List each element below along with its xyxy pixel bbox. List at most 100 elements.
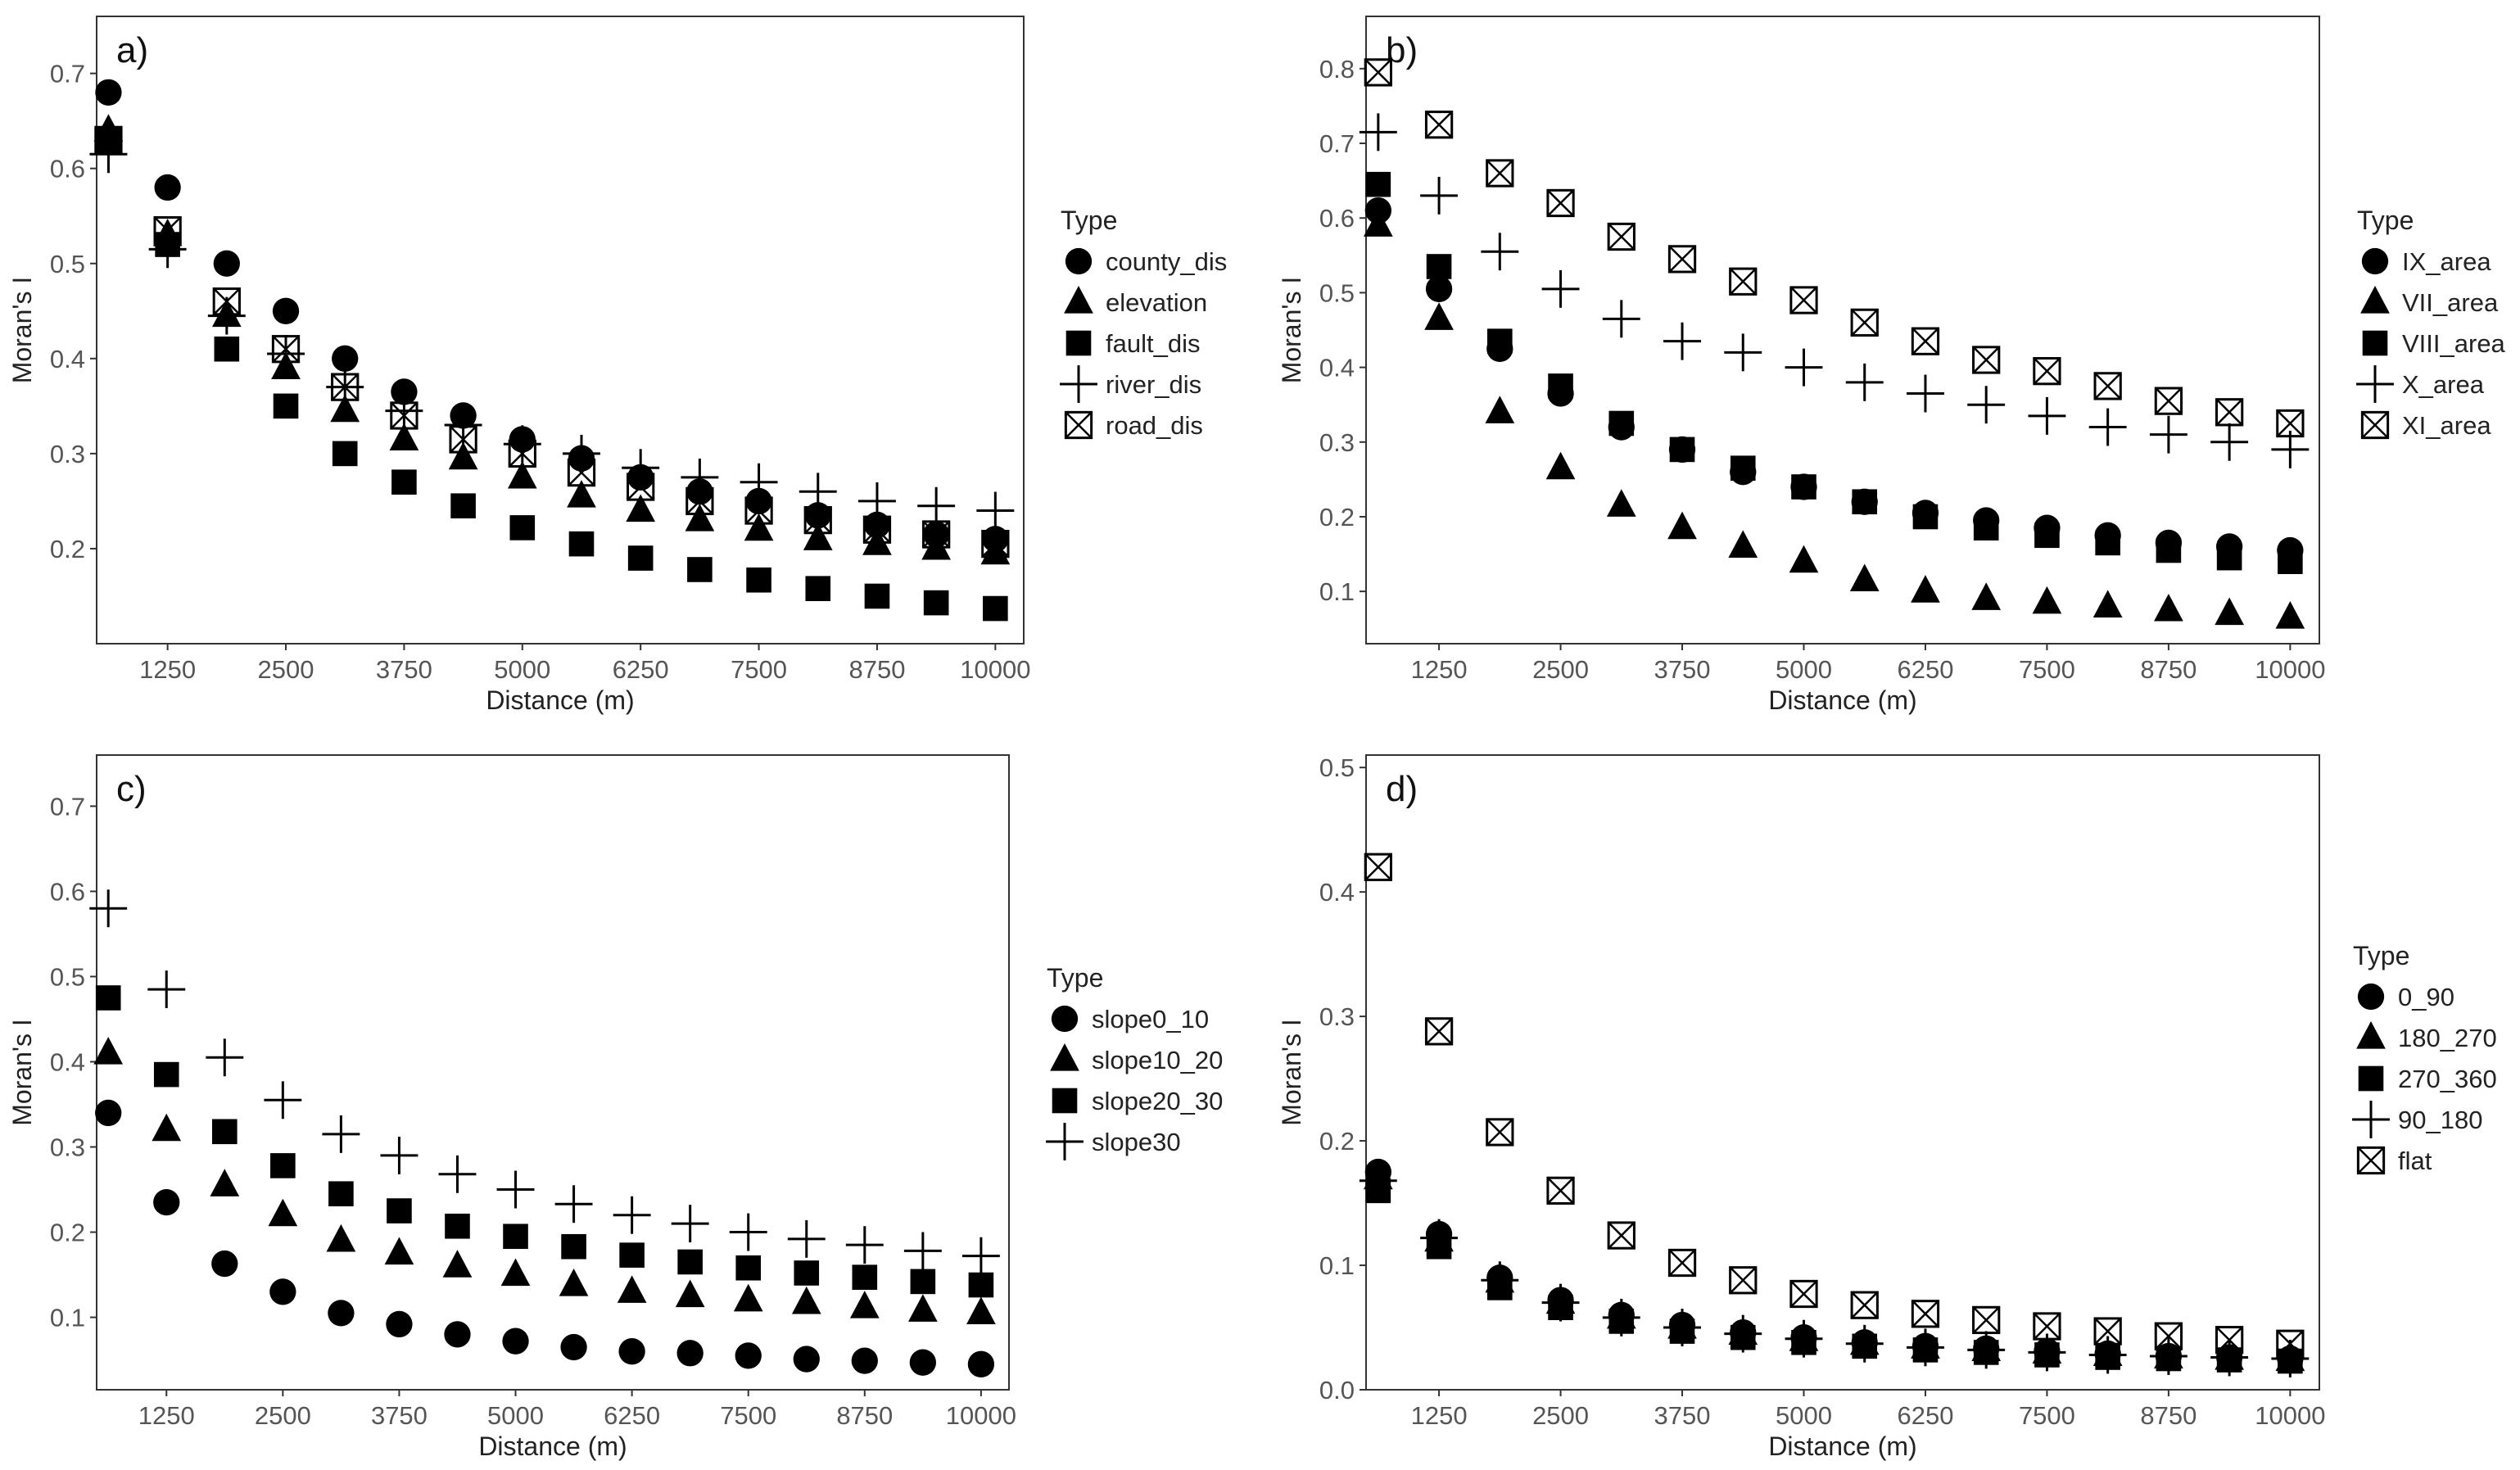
legend-title: Type	[2353, 941, 2409, 970]
data-point	[268, 1198, 298, 1227]
x-tick-label: 2500	[1532, 655, 1589, 684]
data-point	[1359, 1161, 1397, 1200]
data-point	[1845, 363, 1884, 401]
data-point	[2215, 1326, 2244, 1355]
data-point	[568, 531, 595, 557]
data-point	[328, 1181, 354, 1207]
data-point	[95, 1099, 122, 1127]
data-point	[507, 460, 537, 489]
y-tick-label: 0.0	[1319, 1376, 1355, 1404]
data-point	[1426, 254, 1452, 279]
data-point	[214, 336, 240, 362]
y-tick-label: 0.1	[1319, 577, 1355, 606]
data-point	[93, 1037, 124, 1065]
x-tick-label: 2500	[255, 1401, 311, 1430]
data-point	[804, 502, 831, 529]
data-point	[983, 595, 1008, 622]
data-point	[2093, 372, 2122, 400]
data-point	[210, 1169, 240, 1196]
series-90_180	[1359, 1161, 2310, 1377]
y-tick-label: 0.3	[1319, 428, 1355, 457]
legend-label: flat	[2398, 1147, 2432, 1175]
data-point	[793, 1346, 820, 1373]
data-point	[211, 1250, 238, 1278]
data-point	[148, 230, 187, 269]
data-point	[2276, 1329, 2305, 1358]
data-point	[1850, 308, 1879, 337]
y-tick-label: 0.7	[50, 792, 85, 821]
data-point	[627, 473, 655, 501]
legend-key	[2357, 983, 2385, 1011]
data-point	[563, 434, 600, 473]
data-point	[735, 1255, 762, 1281]
x-axis-title: Distance (m)	[1768, 1432, 1916, 1461]
data-point	[862, 515, 892, 544]
data-point	[2092, 590, 2123, 617]
data-point	[909, 1349, 937, 1376]
legend-item-county_dis: county_dis	[1065, 247, 1227, 276]
data-point	[1729, 1266, 1758, 1295]
legend-label: slope30	[1092, 1128, 1181, 1156]
data-point	[554, 1185, 593, 1223]
data-point	[626, 494, 656, 522]
data-point	[445, 1213, 470, 1239]
y-axis-title: Moran's I	[1277, 1019, 1306, 1126]
data-point	[1907, 374, 1944, 413]
data-point	[269, 1278, 296, 1305]
data-point	[444, 1321, 471, 1348]
data-point	[1724, 333, 1762, 372]
y-axis-title: Moran's I	[7, 1019, 37, 1126]
data-point	[2028, 396, 2066, 435]
y-tick-label: 0.2	[1319, 1127, 1355, 1156]
x-tick-label: 3750	[1654, 655, 1711, 684]
data-point	[2088, 1336, 2127, 1374]
data-point	[2095, 530, 2120, 556]
data-point	[1907, 1328, 1944, 1367]
data-point	[922, 520, 951, 549]
legend-title: Type	[1061, 206, 1117, 235]
legend-label: XI_area	[2402, 411, 2491, 440]
data-point	[442, 1250, 473, 1278]
x-tick-label: 10000	[2255, 655, 2325, 684]
data-point	[450, 493, 476, 519]
legend-item-slope0_10: slope0_10	[1051, 1005, 1209, 1034]
data-point	[322, 1115, 360, 1153]
data-point	[2210, 423, 2249, 461]
data-point	[1541, 1283, 1580, 1322]
data-point	[270, 1153, 296, 1178]
series-slope20_30	[95, 985, 994, 1298]
data-point	[1791, 474, 1816, 500]
y-tick-label: 0.5	[1319, 753, 1355, 782]
series-VII_area	[1363, 209, 2305, 629]
panel-a: 1250 2500 3750 5000 6250 7500 8750 10000 0.2 0.3 0…	[7, 16, 1227, 715]
y-tick-label: 0.5	[1319, 278, 1355, 307]
y-tick-label: 0.2	[1319, 503, 1355, 531]
y-tick-label: 0.3	[1319, 1002, 1355, 1031]
data-point	[380, 1136, 418, 1174]
data-point	[923, 590, 949, 616]
data-point	[1667, 1248, 1697, 1278]
data-point	[1971, 582, 2002, 610]
data-point	[2033, 1312, 2061, 1341]
data-point	[903, 1232, 942, 1270]
y-tick-label: 0.7	[50, 60, 85, 88]
data-point	[1424, 1017, 1454, 1046]
legend-item-slope30: slope30	[1046, 1123, 1181, 1160]
legend-label: 90_180	[2398, 1106, 2482, 1134]
data-point	[2093, 1317, 2122, 1346]
data-point	[1424, 302, 1454, 330]
legend-label: slope20_30	[1092, 1087, 1223, 1115]
data-point	[147, 970, 186, 1009]
data-point	[910, 1269, 936, 1295]
legend-item-VII_area: VII_area	[2360, 285, 2499, 317]
x-tick-label: 2500	[258, 655, 314, 684]
data-point	[89, 135, 128, 174]
x-tick-label: 3750	[371, 1401, 428, 1430]
x-tick-label: 2500	[1532, 1401, 1589, 1430]
legend-label: VII_area	[2402, 288, 2499, 317]
data-point	[1912, 504, 1939, 530]
data-point	[1972, 346, 2001, 374]
x-tick-label: 1250	[1411, 655, 1468, 684]
data-point	[1967, 386, 2006, 424]
